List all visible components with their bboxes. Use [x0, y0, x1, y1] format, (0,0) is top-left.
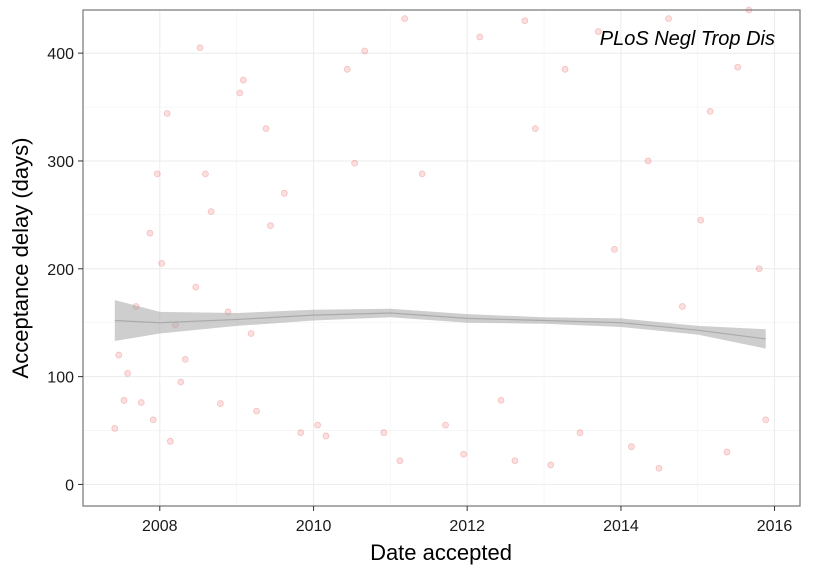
data-point — [476, 33, 484, 41]
x-tick-label: 2008 — [142, 518, 178, 535]
data-point — [280, 189, 288, 197]
x-tick-label: 2016 — [757, 518, 793, 535]
data-point — [644, 157, 652, 165]
data-point — [262, 125, 270, 133]
data-point — [734, 63, 742, 71]
confidence-band — [114, 300, 766, 349]
data-point — [511, 457, 519, 465]
data-point — [192, 283, 200, 291]
data-point — [361, 47, 369, 55]
data-point — [314, 421, 321, 429]
y-tick-label: 200 — [47, 262, 74, 279]
data-point — [396, 457, 404, 465]
data-point — [207, 208, 215, 216]
data-point — [253, 407, 260, 415]
x-tick-label: 2012 — [449, 518, 485, 535]
data-point — [149, 416, 157, 424]
data-point — [153, 170, 161, 178]
x-tick-label: 2014 — [603, 518, 639, 535]
data-point — [706, 107, 714, 115]
data-point — [380, 429, 388, 437]
data-point — [115, 351, 123, 359]
data-point — [547, 461, 555, 469]
data-point — [655, 464, 663, 472]
smooth-line — [114, 312, 766, 340]
data-point — [166, 437, 174, 445]
data-point — [322, 432, 330, 440]
data-point — [111, 424, 119, 432]
data-point — [177, 378, 185, 386]
data-point — [594, 28, 602, 35]
data-point — [137, 399, 145, 406]
data-point — [297, 429, 305, 437]
data-point — [351, 159, 359, 167]
y-tick-label: 100 — [47, 370, 74, 387]
y-axis-title: Acceptance delay (days) — [8, 138, 33, 379]
journal-annotation: PLoS Negl Trop Dis — [600, 28, 775, 50]
data-point — [146, 229, 154, 237]
data-point — [755, 265, 763, 273]
data-point — [460, 450, 467, 458]
data-point — [723, 448, 731, 456]
y-tick-label: 400 — [47, 46, 74, 63]
data-point — [216, 400, 224, 407]
y-tick-label: 300 — [47, 154, 74, 171]
data-point — [343, 65, 351, 73]
data-point — [196, 44, 204, 52]
plot-border — [82, 9, 801, 507]
y-axis: 0 100 200 300 400 — [47, 46, 83, 494]
data-point — [401, 15, 409, 23]
data-point — [628, 443, 635, 451]
smooth-trend — [114, 300, 766, 349]
data-point — [531, 125, 539, 133]
data-point — [247, 330, 255, 337]
data-points — [111, 6, 770, 472]
data-point — [497, 396, 505, 404]
x-axis-title: Date accepted — [370, 540, 512, 565]
x-tick-label: 2010 — [296, 518, 332, 535]
plot-panel — [83, 10, 800, 506]
data-point — [181, 355, 189, 363]
data-point — [124, 369, 132, 377]
data-point — [561, 65, 569, 73]
data-point — [158, 259, 166, 267]
data-point — [665, 15, 672, 23]
data-point — [236, 89, 244, 97]
x-axis: 2008 2010 2012 2014 2016 — [142, 506, 792, 535]
data-point — [442, 421, 449, 429]
data-point — [521, 17, 529, 25]
data-point — [120, 396, 128, 404]
y-tick-label: 0 — [65, 477, 74, 494]
data-point — [611, 245, 618, 253]
data-point — [418, 170, 426, 178]
data-point — [267, 222, 274, 230]
data-point — [239, 76, 247, 84]
data-point — [576, 429, 584, 437]
data-point — [163, 110, 171, 117]
data-point — [762, 416, 770, 424]
data-point — [202, 170, 209, 178]
data-point — [697, 216, 705, 224]
data-point — [678, 303, 686, 310]
